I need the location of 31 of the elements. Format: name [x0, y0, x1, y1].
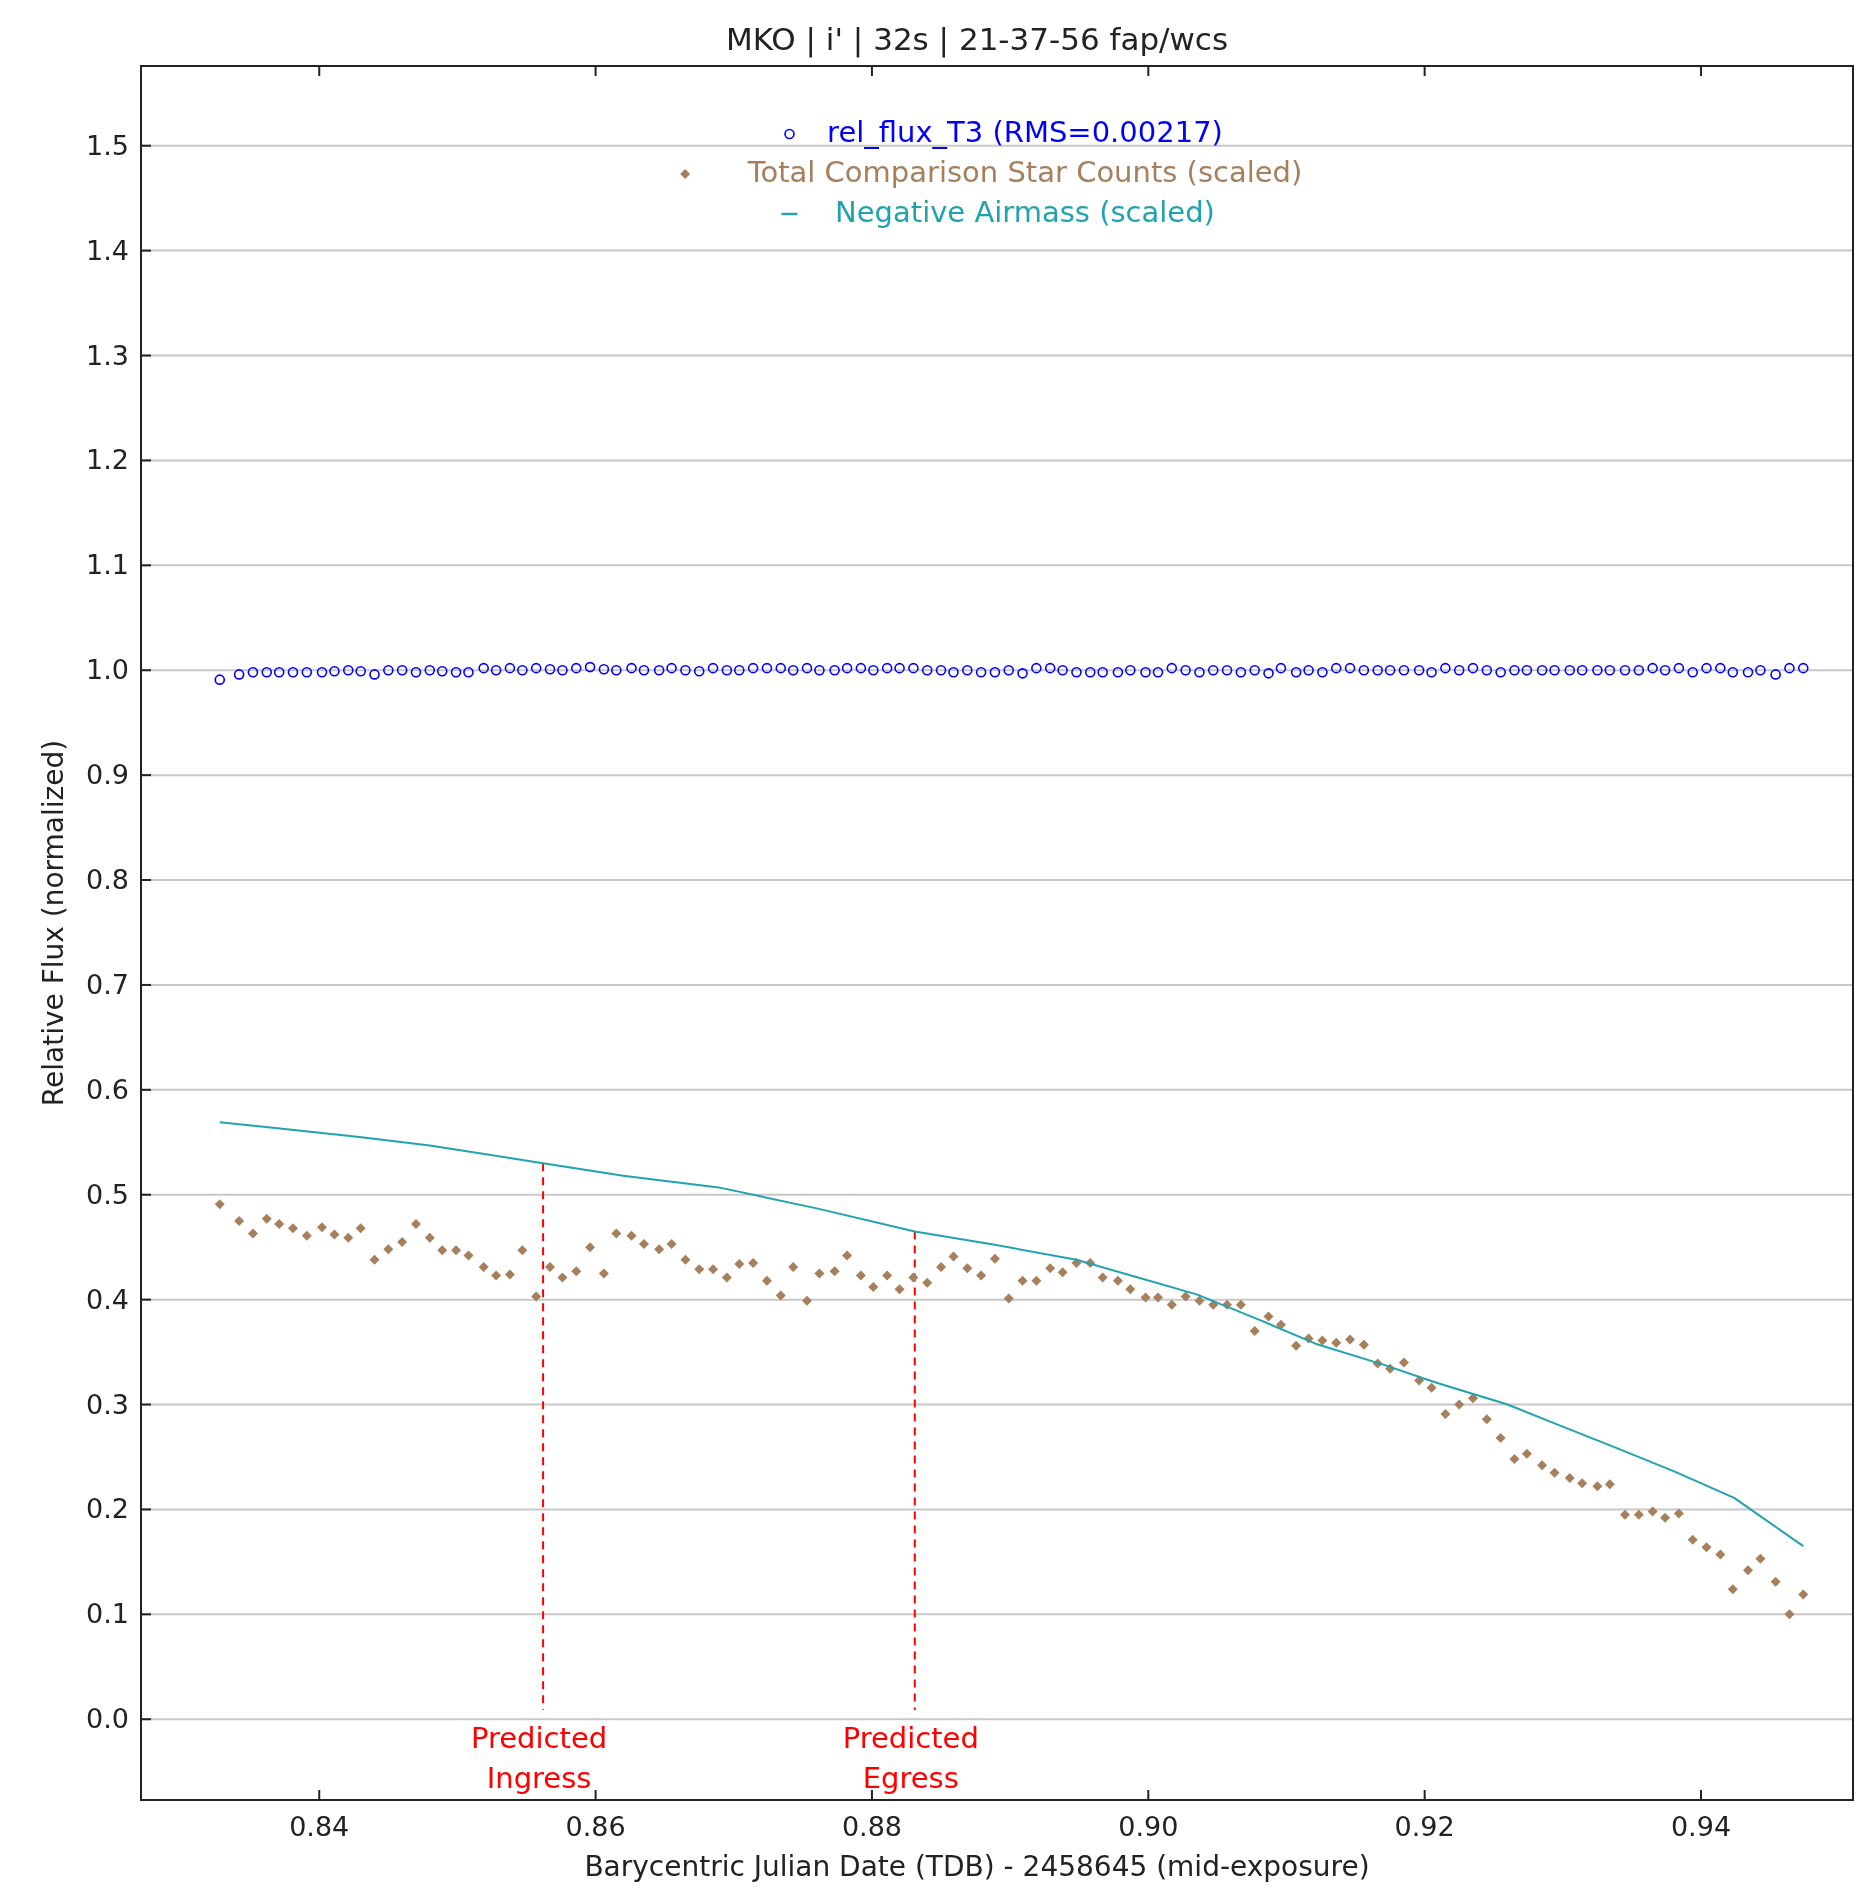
chart-title: MKO | i' | 32s | 21-37-56 fap/wcs [725, 21, 1229, 58]
y-tick-label: 1.0 [86, 654, 129, 686]
ref-line-label: Predicted Ingress [471, 1721, 608, 1795]
y-tick-label: 0.6 [86, 1073, 129, 1105]
y-tick-label: 1.2 [86, 444, 129, 476]
y-tick-label: 0.4 [86, 1283, 129, 1315]
legend-label: rel_flux_T3 (RMS=0.00217) [827, 115, 1223, 149]
x-axis-title: Barycentric Julian Date (TDB) - 2458645 (mid-exposure) [584, 1850, 1370, 1883]
y-tick-label: 0.2 [86, 1493, 129, 1525]
x-tick-label: 0.86 [565, 1811, 626, 1842]
legend-label: Negative Airmass (scaled) [835, 195, 1215, 229]
x-tick-label: 0.94 [1670, 1811, 1732, 1842]
y-axis-title: Relative Flux (normalized) [37, 739, 70, 1107]
y-tick-label: 1.1 [86, 549, 129, 581]
y-tick-label: 0.0 [86, 1703, 129, 1735]
y-tick-label: 0.8 [86, 864, 129, 896]
line-series [218, 1121, 1805, 1548]
y-tick-label: 0.3 [86, 1388, 129, 1420]
y-tick-label: 0.1 [86, 1598, 129, 1630]
x-tick-label: 0.88 [841, 1811, 903, 1842]
x-tick-label: 0.84 [289, 1811, 350, 1842]
x-tick-label: 0.90 [1118, 1811, 1179, 1842]
y-tick-label: 0.7 [86, 968, 129, 1000]
x-tick-label: 0.92 [1394, 1811, 1455, 1842]
y-tick-label: 1.3 [86, 339, 129, 371]
ref-line-label: Predicted Egress [842, 1721, 979, 1795]
y-tick-label: 0.9 [86, 759, 129, 791]
y-tick-label: 1.5 [86, 129, 129, 161]
y-tick-label: 1.4 [86, 234, 129, 266]
legend-label: Total Comparison Star Counts (scaled) [746, 155, 1303, 189]
y-tick-label: 0.5 [86, 1178, 129, 1210]
